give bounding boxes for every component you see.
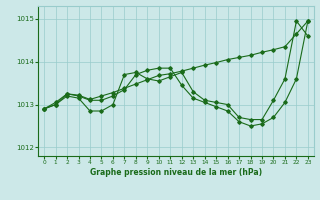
X-axis label: Graphe pression niveau de la mer (hPa): Graphe pression niveau de la mer (hPa)	[90, 168, 262, 177]
